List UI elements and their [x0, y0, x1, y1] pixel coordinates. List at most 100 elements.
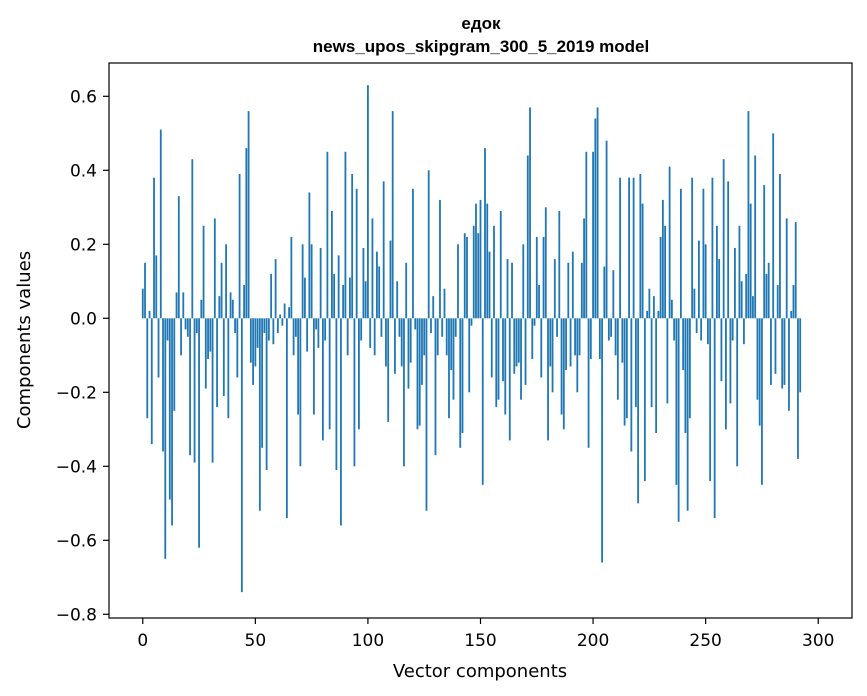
- bar: [531, 318, 534, 359]
- bar: [227, 318, 230, 419]
- bar: [220, 262, 223, 319]
- bar: [783, 318, 786, 385]
- bar: [628, 177, 630, 319]
- bar: [297, 318, 300, 415]
- bar: [414, 318, 417, 330]
- bar: [146, 318, 149, 419]
- bar: [752, 296, 754, 319]
- bar: [418, 318, 421, 426]
- bar: [585, 151, 588, 319]
- bar: [150, 318, 153, 445]
- bar: [294, 318, 297, 337]
- bar: [193, 318, 196, 463]
- bar: [380, 318, 383, 337]
- bar: [502, 318, 504, 382]
- bar: [398, 318, 401, 337]
- bar: [508, 318, 511, 441]
- bar: [698, 240, 700, 319]
- bar: [261, 318, 263, 448]
- bar: [596, 107, 599, 319]
- bar: [355, 188, 358, 319]
- bar: [614, 318, 617, 356]
- bar: [385, 318, 387, 367]
- bar: [434, 318, 437, 456]
- bar: [767, 262, 770, 319]
- bar: [736, 318, 739, 467]
- bar: [351, 174, 354, 319]
- bar: [520, 318, 522, 400]
- bar: [506, 259, 509, 319]
- bar: [457, 244, 459, 319]
- bar: [182, 292, 185, 319]
- bar: [756, 318, 759, 400]
- bar: [679, 188, 682, 319]
- bar: [141, 288, 144, 319]
- bar: [691, 177, 694, 319]
- bar: [684, 318, 687, 433]
- bar: [288, 307, 291, 319]
- bar: [779, 174, 781, 319]
- bar: [439, 199, 441, 319]
- bar: [189, 318, 191, 456]
- bar: [646, 310, 649, 319]
- bar: [682, 318, 685, 371]
- bar: [450, 318, 453, 371]
- bar: [747, 111, 750, 319]
- bar: [603, 266, 606, 319]
- bar: [632, 177, 635, 319]
- bar: [544, 207, 547, 319]
- bar: [328, 318, 331, 430]
- bar: [308, 192, 311, 319]
- bar: [648, 288, 651, 319]
- bar: [367, 85, 369, 319]
- bar: [290, 236, 293, 319]
- bar: [702, 188, 705, 319]
- x-axis: 0 50 100 150 200 250 300: [137, 618, 834, 651]
- bar: [238, 174, 241, 319]
- bar: [400, 318, 403, 367]
- bar: [186, 318, 189, 337]
- bar: [580, 262, 583, 319]
- bar: [144, 262, 146, 319]
- bar: [761, 318, 763, 485]
- bar: [497, 318, 500, 400]
- bar: [547, 318, 549, 441]
- bar: [342, 285, 345, 319]
- bar: [409, 318, 412, 363]
- plot-frame: [108, 62, 853, 619]
- bar: [202, 225, 205, 319]
- bars-group: [141, 85, 802, 593]
- bar: [488, 251, 491, 319]
- bar: [641, 203, 644, 319]
- bar: [475, 203, 477, 319]
- bar: [486, 203, 489, 319]
- bar: [765, 273, 768, 319]
- bar: [231, 299, 234, 319]
- bar: [234, 318, 236, 334]
- bar: [718, 259, 721, 319]
- y-tick-label: −0.6: [56, 531, 97, 551]
- y-tick-label: 0.0: [70, 309, 97, 329]
- bar: [236, 318, 239, 378]
- y-tick-label: 0.6: [70, 87, 97, 107]
- x-tick-label: 250: [689, 631, 721, 651]
- bar: [625, 318, 628, 419]
- bar: [720, 318, 723, 382]
- bar: [542, 236, 545, 319]
- bar: [324, 318, 327, 341]
- bar: [610, 318, 612, 337]
- bar: [571, 251, 574, 319]
- bar: [562, 318, 565, 430]
- bar: [725, 318, 727, 430]
- y-tick-label: −0.2: [56, 383, 97, 403]
- bar: [673, 318, 676, 341]
- bar: [495, 318, 498, 408]
- bar: [616, 318, 619, 400]
- bar: [454, 318, 457, 337]
- bar: [727, 181, 730, 319]
- bar: [382, 181, 385, 319]
- bar: [412, 188, 414, 319]
- bar: [312, 318, 315, 415]
- bar: [499, 211, 502, 319]
- bar: [734, 248, 736, 319]
